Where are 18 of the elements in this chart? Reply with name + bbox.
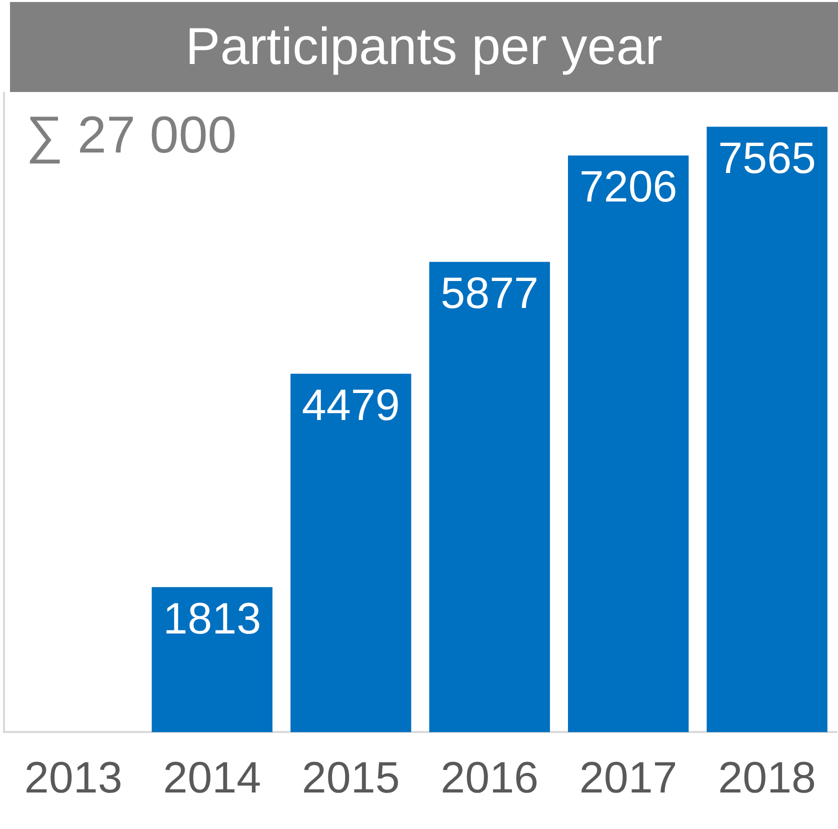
data-label: 4479: [302, 380, 400, 430]
bar: [706, 126, 828, 732]
x-tick-label: 2018: [718, 754, 816, 803]
bar: [568, 156, 689, 732]
bar: [429, 262, 550, 732]
data-label: 7565: [718, 134, 816, 183]
x-tick-label: 2017: [579, 754, 678, 803]
x-tick-label: 2014: [163, 754, 262, 803]
bar: [152, 587, 272, 732]
x-tick-label: 2015: [302, 754, 400, 803]
annotation: ∑ 27 000: [26, 106, 237, 164]
bar: [290, 374, 412, 732]
data-label: 1813: [163, 594, 262, 644]
x-tick-label: 2013: [24, 754, 122, 803]
chart-title: Participants per year: [10, 2, 838, 92]
data-label: 7206: [579, 162, 678, 212]
x-tick-label: 2016: [440, 754, 539, 803]
data-label: 5877: [440, 269, 539, 318]
